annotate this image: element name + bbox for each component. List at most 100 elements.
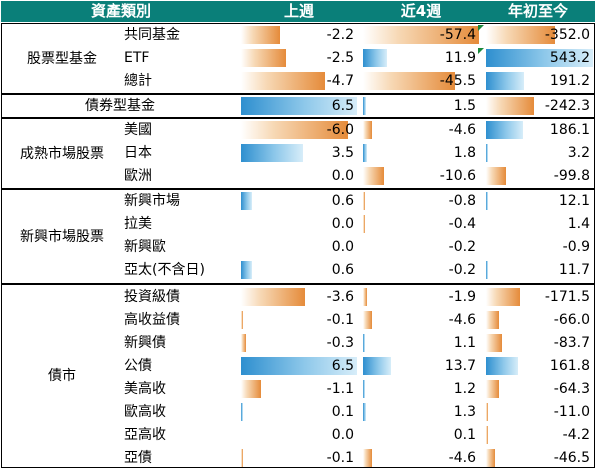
header-asset-class: 資產類別 bbox=[90, 2, 151, 20]
data-label: -0.3 bbox=[326, 335, 354, 351]
data-bar bbox=[241, 449, 243, 467]
data-bar bbox=[241, 380, 261, 398]
data-bar bbox=[241, 192, 252, 210]
row-label: 新興市場 bbox=[124, 193, 180, 209]
data-label: -3.6 bbox=[326, 289, 354, 305]
row-label: 亞太(不含日) bbox=[124, 262, 205, 278]
data-label: 0.0 bbox=[331, 239, 354, 255]
data-label: 11.7 bbox=[558, 262, 590, 278]
data-label: 191.2 bbox=[549, 73, 590, 89]
data-label: -45.5 bbox=[439, 73, 476, 89]
group-box bbox=[1, 118, 595, 189]
flag-icon bbox=[478, 25, 484, 31]
data-bar bbox=[363, 449, 373, 467]
data-bar bbox=[486, 49, 593, 67]
data-label: 1.8 bbox=[453, 145, 476, 161]
data-label: 12.1 bbox=[558, 193, 590, 209]
group-label: 債券型基金 bbox=[85, 98, 155, 114]
row-label: 亞高收 bbox=[124, 427, 166, 443]
data-label: -83.7 bbox=[553, 335, 590, 351]
data-label: -46.5 bbox=[553, 450, 590, 466]
data-bar bbox=[363, 215, 365, 233]
data-label: 13.7 bbox=[444, 358, 476, 374]
header-week1: 上週 bbox=[283, 2, 314, 20]
data-bar bbox=[363, 334, 366, 352]
data-label: 186.1 bbox=[549, 122, 590, 138]
data-bar bbox=[486, 121, 523, 139]
data-label: -0.1 bbox=[326, 312, 354, 328]
data-label: 3.5 bbox=[331, 145, 354, 161]
row-label: 高收益債 bbox=[124, 312, 180, 328]
data-bar bbox=[486, 380, 499, 398]
data-label: -0.9 bbox=[562, 239, 590, 255]
data-label: -171.5 bbox=[544, 289, 590, 305]
data-label: -4.6 bbox=[448, 122, 476, 138]
group-box bbox=[1, 284, 595, 468]
data-bar bbox=[241, 311, 243, 329]
data-label: 0.1 bbox=[331, 404, 354, 420]
group-box bbox=[1, 189, 595, 284]
data-label: 0.0 bbox=[331, 427, 354, 443]
row-label: 新興歐 bbox=[124, 239, 166, 255]
row-label: 總計 bbox=[124, 73, 152, 89]
data-bar bbox=[486, 72, 524, 90]
group-box bbox=[1, 94, 595, 118]
header-ytd: 年初至今 bbox=[507, 2, 568, 20]
data-label: -4.6 bbox=[448, 450, 476, 466]
data-bar bbox=[241, 72, 325, 90]
data-bar bbox=[363, 26, 479, 44]
data-label: -99.8 bbox=[553, 168, 590, 184]
group-label: 新興市場股票 bbox=[20, 228, 104, 245]
data-label: -0.8 bbox=[448, 193, 476, 209]
data-label: -4.2 bbox=[562, 427, 590, 443]
data-label: 11.9 bbox=[444, 50, 476, 66]
data-bar bbox=[486, 403, 489, 421]
data-bar bbox=[486, 334, 503, 352]
data-bar bbox=[486, 426, 488, 444]
data-bar bbox=[363, 97, 367, 115]
row-label: 亞債 bbox=[124, 450, 152, 466]
data-bar bbox=[486, 311, 499, 329]
data-bar bbox=[486, 449, 496, 467]
data-bar bbox=[241, 261, 252, 279]
data-label: 161.8 bbox=[549, 358, 590, 374]
data-bar bbox=[363, 288, 367, 306]
row-label: 新興債 bbox=[124, 335, 166, 351]
flag-icon bbox=[478, 48, 484, 54]
data-label: -64.3 bbox=[553, 381, 590, 397]
row-label: 歐洲 bbox=[124, 168, 152, 184]
data-bar bbox=[363, 167, 385, 185]
data-label: -4.7 bbox=[326, 73, 354, 89]
data-bar bbox=[363, 403, 366, 421]
data-bar bbox=[241, 26, 281, 44]
data-bar bbox=[486, 26, 556, 44]
data-label: 0.1 bbox=[453, 427, 476, 443]
data-label: 1.1 bbox=[453, 335, 476, 351]
data-bar bbox=[241, 49, 286, 67]
data-bar bbox=[363, 144, 367, 162]
data-bar bbox=[486, 144, 488, 162]
data-label: -1.1 bbox=[326, 381, 354, 397]
data-label: 0.6 bbox=[331, 262, 354, 278]
header-week4: 近4週 bbox=[400, 2, 442, 20]
table-header: 資產類別 上週 近4週 年初至今 bbox=[1, 1, 595, 22]
row-label: 美高收 bbox=[124, 381, 166, 397]
data-label: 0.0 bbox=[331, 168, 354, 184]
data-label: -1.9 bbox=[448, 289, 476, 305]
data-bar bbox=[363, 357, 391, 375]
group-box bbox=[1, 23, 595, 94]
data-label: 1.5 bbox=[453, 98, 476, 114]
data-bar bbox=[486, 288, 520, 306]
row-label: 美國 bbox=[124, 122, 152, 138]
data-label: -6.0 bbox=[326, 122, 354, 138]
data-bar bbox=[241, 334, 247, 352]
data-bar bbox=[486, 97, 534, 115]
data-label: -66.0 bbox=[553, 312, 590, 328]
data-bar bbox=[363, 49, 388, 67]
data-bar bbox=[486, 357, 518, 375]
data-label: -242.3 bbox=[544, 98, 590, 114]
data-label: 6.5 bbox=[331, 358, 354, 374]
data-label: 543.2 bbox=[549, 50, 590, 66]
row-label: 共同基金 bbox=[124, 27, 180, 43]
